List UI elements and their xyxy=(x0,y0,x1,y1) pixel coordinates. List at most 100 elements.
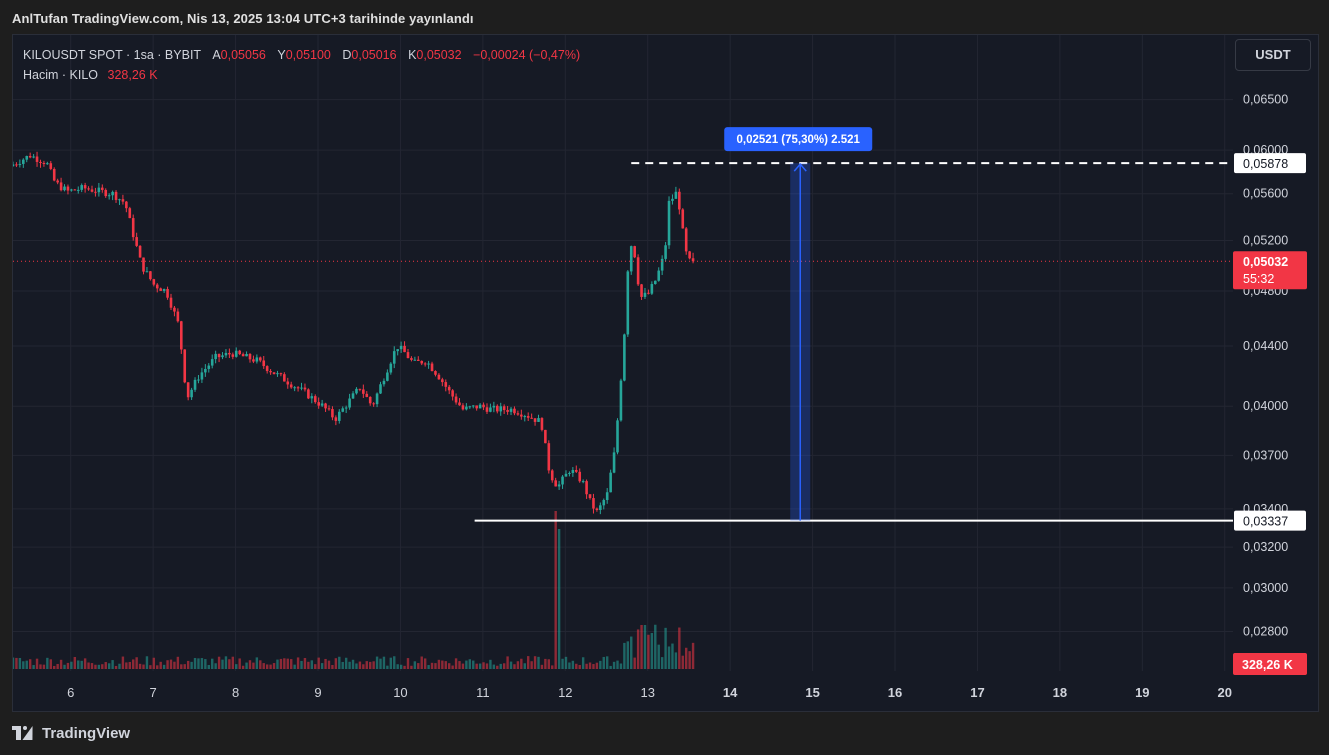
candle-body xyxy=(355,388,358,394)
y-tick-label: 0,05200 xyxy=(1243,234,1288,248)
volume-bar xyxy=(389,657,393,669)
candle-body xyxy=(97,187,101,193)
candle-body xyxy=(49,163,53,169)
candle-body xyxy=(386,372,389,381)
candle-body xyxy=(125,201,128,209)
volume-bar xyxy=(379,658,382,669)
volume-bar xyxy=(228,659,231,669)
candle-body xyxy=(650,284,654,294)
volume-bar xyxy=(94,664,97,669)
candle-body xyxy=(430,363,434,372)
candle-body xyxy=(186,382,190,398)
volume-bar xyxy=(506,656,509,669)
candle-body xyxy=(73,189,77,191)
candle-body xyxy=(375,393,379,405)
volume-bar xyxy=(509,661,513,669)
candle-body xyxy=(149,271,152,280)
y-tick-label: 0,04400 xyxy=(1243,339,1288,353)
volume-bar xyxy=(173,661,176,669)
volume-bar xyxy=(657,644,660,669)
volume-bar xyxy=(317,657,320,669)
candle-body xyxy=(629,246,633,272)
candle-body xyxy=(406,352,410,359)
volume-bar xyxy=(293,664,296,669)
candle-body xyxy=(571,469,575,474)
candle-body xyxy=(602,500,606,506)
candle-body xyxy=(344,407,348,409)
candle-body xyxy=(434,371,437,375)
volume-bar xyxy=(169,659,173,669)
volume-bar xyxy=(231,656,235,669)
volume-bar xyxy=(465,660,468,669)
candle-body xyxy=(15,164,18,166)
candle-body xyxy=(197,379,200,381)
currency-button[interactable]: USDT xyxy=(1235,39,1311,71)
candle-body xyxy=(451,390,454,397)
candle-body xyxy=(544,429,547,444)
candle-body xyxy=(564,473,568,477)
candle-body xyxy=(118,199,121,201)
volume-bar xyxy=(235,664,238,669)
candle-body xyxy=(454,396,458,403)
candle-body xyxy=(444,382,448,387)
candle-body xyxy=(262,360,266,367)
volume-bar xyxy=(561,658,564,669)
volume-bar xyxy=(166,660,169,669)
volume-bar xyxy=(90,663,94,669)
candle-body xyxy=(207,365,211,369)
chart-panel[interactable]: 0,06500 0,06000 0,05600 0,05200 0,04800 0,044… xyxy=(12,34,1319,712)
volume-bar xyxy=(441,660,444,669)
candle-body xyxy=(327,408,331,410)
candle-body xyxy=(561,476,564,485)
price-chart[interactable]: 0,065000,060000,056000,052000,048000,044… xyxy=(13,35,1318,711)
candle-body xyxy=(310,396,314,399)
volume-bar xyxy=(276,659,279,669)
candle-body xyxy=(255,357,259,362)
volume-bar xyxy=(527,656,530,669)
candle-body xyxy=(399,345,403,350)
volume-bar xyxy=(382,656,386,669)
volume-bar xyxy=(22,661,25,669)
candle-body xyxy=(80,185,83,190)
volume-bar xyxy=(296,657,300,669)
measure-tag xyxy=(724,127,873,152)
candle-body xyxy=(475,405,478,409)
change-value: −0,00024 (−0,47%) xyxy=(473,48,581,62)
volume-bar xyxy=(362,664,365,669)
symbol-label[interactable]: KILOUSDT SPOT · 1sa · BYBIT xyxy=(23,48,201,62)
volume-bar xyxy=(248,660,252,669)
candle-body xyxy=(530,417,533,419)
volume-bar xyxy=(427,665,430,669)
volume-bar xyxy=(365,661,368,669)
volume-bar xyxy=(28,659,32,669)
high-value: 0,05100 xyxy=(285,48,331,62)
volume-bar xyxy=(32,665,35,669)
volume-bar xyxy=(626,641,630,669)
volume-bar xyxy=(630,636,633,669)
volume-label[interactable]: Hacim · KILO xyxy=(23,68,99,82)
volume-bar xyxy=(654,624,657,669)
volume-bar xyxy=(547,659,551,669)
candle-body xyxy=(557,484,561,487)
candle-body xyxy=(272,372,276,375)
candle-body xyxy=(588,494,592,499)
volume-bar xyxy=(571,660,575,669)
candle-body xyxy=(461,405,465,410)
candle-body xyxy=(169,297,173,308)
candle-body xyxy=(574,469,578,472)
volume-bar xyxy=(489,659,492,669)
volume-bar xyxy=(159,661,162,669)
candle-body xyxy=(111,191,114,196)
candle-body xyxy=(269,371,272,373)
candle-body xyxy=(664,245,667,259)
candle-body xyxy=(221,355,224,358)
volume-bar xyxy=(691,642,695,669)
candle-body xyxy=(217,353,221,358)
volume-bar xyxy=(183,664,186,669)
last-price-tag xyxy=(1233,251,1307,290)
countdown-label: 55:32 xyxy=(1243,272,1274,286)
volume-bar xyxy=(259,660,262,669)
volume-bar xyxy=(410,665,413,669)
candle-body xyxy=(520,414,523,417)
volume-bar xyxy=(403,665,406,669)
